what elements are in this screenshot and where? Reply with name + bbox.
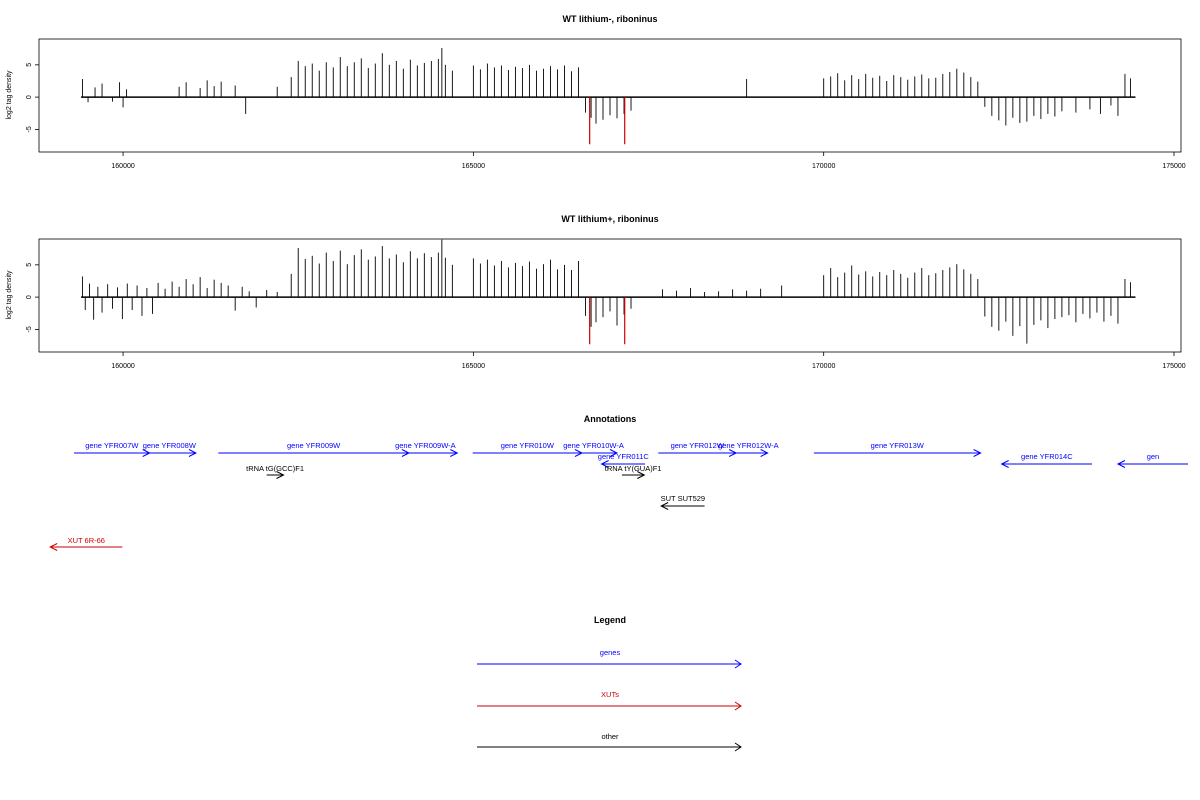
plot-frame [38, 38, 1182, 153]
feature-label: gene YFR012W-A [718, 441, 779, 450]
annotation-features: gene YFR007W gene YFR008W gene YFR009W gene… [49, 441, 1189, 551]
x-axis: 160000 165000 170000 175000 [111, 352, 1186, 370]
x-tick-label: 165000 [462, 363, 485, 370]
annotation-feature: tRNA tG(GCC)F1 [246, 464, 304, 479]
annotation-feature: gene YFR009W [218, 441, 411, 457]
arrow-head-icon [734, 701, 742, 711]
arrow-head-icon [1116, 460, 1126, 468]
coverage-bars [81, 239, 1136, 345]
legend-label: XUTs [601, 690, 619, 699]
y-axis-label: log2 tag density [6, 270, 13, 320]
arrow-head-icon [600, 460, 609, 468]
legend-title: Legend [594, 615, 626, 625]
track-title-lithium-minus: WT lithium-, riboninus [563, 14, 658, 24]
arrow-head-icon [973, 449, 982, 457]
arrow-head-icon [609, 449, 619, 457]
annotation-feature: gene YFR008W [142, 441, 198, 457]
x-tick-label: 165000 [462, 163, 485, 170]
arrow-head-icon [734, 742, 742, 752]
y-tick-label: 5 [26, 63, 33, 67]
annotations-title: Annotations [584, 414, 637, 424]
y-tick-label: 5 [26, 263, 33, 267]
legend-item-other: other [477, 732, 742, 752]
annotation-feature: gene YFR010W-A [563, 441, 624, 457]
annotation-feature: SUT SUT529 [660, 494, 705, 510]
feature-label: tRNA tY(GUA)F1 [605, 464, 662, 473]
annotation-feature: gene YFR013W [813, 441, 982, 457]
annotation-feature: gen [1116, 452, 1189, 468]
track-panel-lithium-minus: WT lithium-, riboninus log2 tag density … [6, 14, 1186, 170]
feature-label: tRNA tG(GCC)F1 [246, 464, 304, 473]
arrow-head-icon [450, 449, 459, 457]
arrow-head-icon [760, 449, 769, 457]
arrow-head-icon [1000, 460, 1009, 468]
x-tick-label: 170000 [812, 363, 835, 370]
y-tick-label: 0 [26, 295, 33, 299]
x-tick-label: 175000 [1162, 363, 1185, 370]
y-tick-label: -5 [26, 126, 33, 132]
arrow-head-icon [660, 502, 669, 510]
feature-label: gene YFR012W [671, 441, 725, 450]
legend-item-genes: genes [477, 648, 742, 669]
x-axis: 160000 165000 170000 175000 [111, 152, 1186, 170]
y-axis-label: log2 tag density [6, 70, 13, 120]
y-axis: -5 0 5 [26, 263, 39, 333]
arrow-head-icon [276, 471, 285, 479]
feature-label: XUT 6R-66 [68, 536, 105, 545]
annotation-feature: tRNA tY(GUA)F1 [605, 464, 662, 479]
legend: Legend genes XUTs other [477, 615, 742, 752]
arrow-head-icon [637, 471, 646, 479]
feature-label: gene YFR008W [143, 441, 197, 450]
coverage-bars [81, 48, 1136, 145]
annotation-feature: gene YFR014C [1000, 452, 1093, 468]
annotation-feature: gene YFR011C [598, 452, 650, 468]
feature-label: gene YFR011C [598, 452, 650, 461]
annotation-feature: gene YFR007W [74, 441, 151, 457]
feature-label: gene YFR009W-A [395, 441, 456, 450]
feature-label: gene YFR007W [85, 441, 139, 450]
plot-frame [38, 238, 1182, 353]
x-tick-label: 175000 [1162, 163, 1185, 170]
legend-label: other [601, 732, 619, 741]
x-tick-label: 160000 [111, 163, 134, 170]
y-tick-label: 0 [26, 95, 33, 99]
arrow-head-icon [49, 543, 58, 551]
feature-label: gene YFR014C [1021, 452, 1073, 461]
x-tick-label: 160000 [111, 363, 134, 370]
feature-label: SUT SUT529 [661, 494, 705, 503]
feature-label: gen [1147, 452, 1160, 461]
legend-item-xuts: XUTs [477, 690, 742, 711]
annotation-feature: gene YFR009W-A [393, 441, 459, 457]
feature-label: gene YFR010W [501, 441, 555, 450]
y-axis: -5 0 5 [26, 63, 39, 133]
arrow-head-icon [188, 449, 198, 457]
arrow-head-icon [734, 659, 742, 669]
annotation-feature: XUT 6R-66 [49, 536, 123, 551]
feature-label: gene YFR010W-A [563, 441, 624, 450]
feature-label: gene YFR013W [871, 441, 925, 450]
track-title-lithium-plus: WT lithium+, riboninus [561, 214, 658, 224]
annotations-track: Annotations gene YFR007W gene YFR008W gene… [49, 414, 1189, 551]
x-tick-label: 170000 [812, 163, 835, 170]
legend-label: genes [600, 648, 621, 657]
annotation-feature: gene YFR012W-A [718, 441, 779, 457]
feature-label: gene YFR009W [287, 441, 341, 450]
y-tick-label: -5 [26, 326, 33, 332]
track-panel-lithium-plus: WT lithium+, riboninus log2 tag density … [6, 214, 1186, 370]
